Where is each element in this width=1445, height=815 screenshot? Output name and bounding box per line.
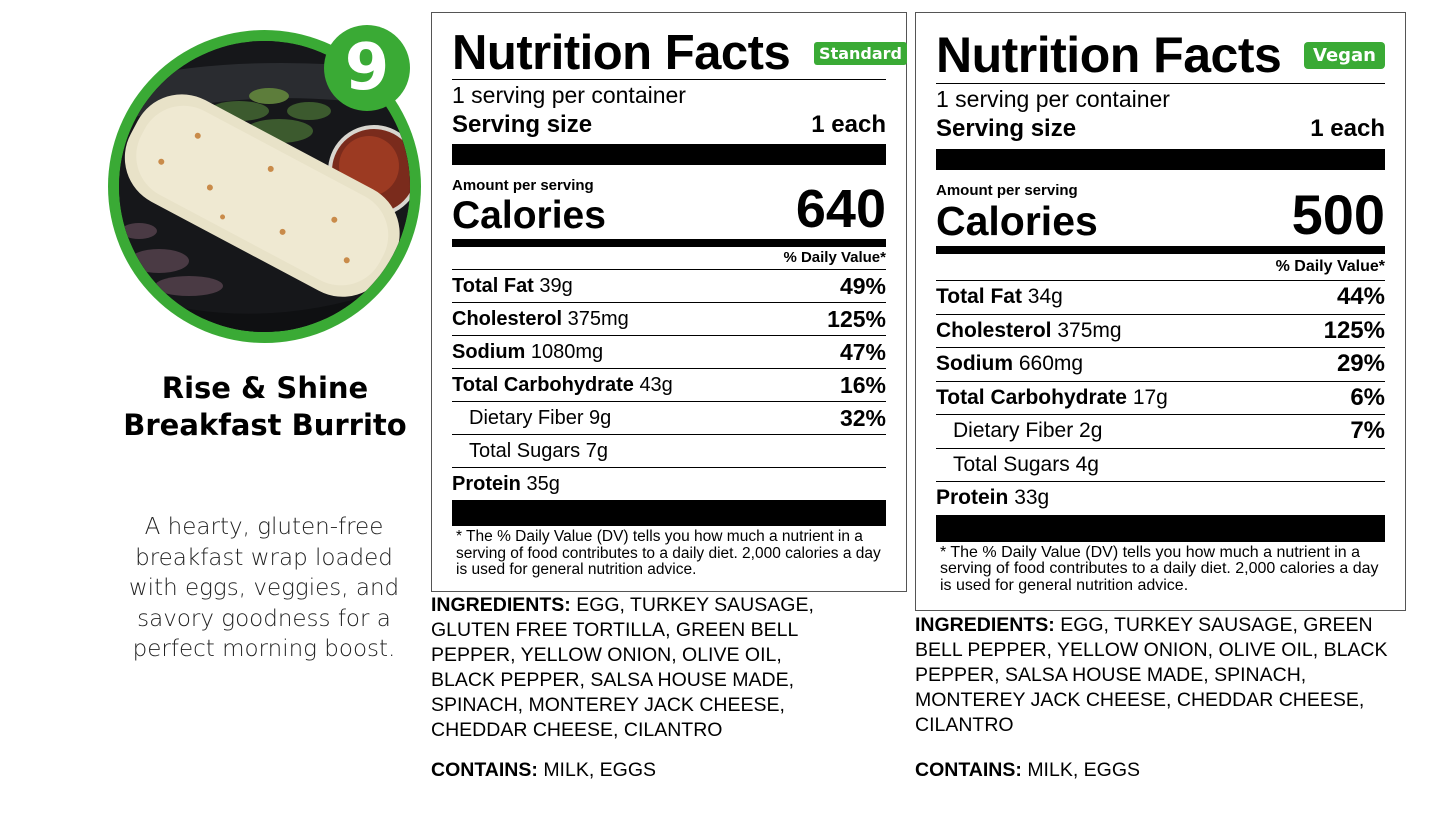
ingredients-label: INGREDIENTS: [431,594,571,616]
amount-per-serving: Amount per serving [452,177,594,194]
contains-list: MILK, EGGS [1027,759,1141,781]
calories-label: Calories [452,194,606,237]
nutrient-row-protein: Protein 33g [936,486,1050,510]
nutrient-row-sodium: Sodium 1080mg 47% [452,336,886,369]
nutrient-row-total-fat: Total Fat 39g 49% [452,270,886,303]
ingredients-vegan: INGREDIENTS: EGG, TURKEY SAUSAGE, GREEN … [915,613,1395,738]
nutrient-row-cholesterol: Cholesterol 375mg 125% [936,315,1385,348]
nutrient-row-dietary-fiber: Dietary Fiber 2g 7% [936,415,1385,449]
daily-value-header: % Daily Value* [452,247,886,270]
product-description: A hearty, gluten-free breakfast wrap loa… [128,514,400,662]
calories-row: Calories 640 [452,182,886,237]
nutrient-dv: 29% [1336,350,1385,378]
variant-tag: Vegan [1304,41,1385,69]
nutrient-row-protein: Protein 35g [452,472,560,495]
serving-size-value: 1 each [1310,115,1385,142]
nutrition-label-standard: Nutrition Facts Standard 1 serving per c… [431,12,907,592]
thick-divider [452,144,886,165]
calories-row: Calories 500 [936,187,1385,244]
ingredients-standard: INGREDIENTS: EGG, TURKEY SAUSAGE, GLUTEN… [431,593,851,743]
contains-vegan: CONTAINS: MILK, EGGS [915,758,1140,783]
product-photo: 9 [108,25,421,343]
product-title: Rise & Shine Breakfast Burrito [95,370,435,444]
contains-standard: CONTAINS: MILK, EGGS [431,758,656,783]
nutrition-label-vegan: Nutrition Facts Vegan 1 serving per cont… [915,12,1406,611]
footer-divider [936,514,1385,542]
nutrient-row-sodium: Sodium 660mg 29% [936,348,1385,382]
medium-divider [452,239,886,247]
nutrient-dv: 44% [1336,283,1385,311]
contains-label: CONTAINS: [915,759,1022,781]
product-title-line2: Breakfast Burrito [123,408,407,442]
contains-list: MILK, EGGS [543,759,657,781]
nutrition-facts-title: Nutrition Facts [936,27,1282,83]
variant-tag: Standard [814,41,907,65]
ingredients-label: INGREDIENTS: [915,614,1055,636]
ingredients-list: EGG, TURKEY SAUSAGE, GLUTEN FREE TORTILL… [431,594,814,741]
calories-value: 640 [795,179,886,239]
nutrient-dv: 47% [839,338,886,365]
nutrient-dv: 125% [1323,316,1385,344]
nutrient-row-total-sugars: Total Sugars 7g [452,435,886,468]
thick-divider [936,149,1385,170]
ingredients-list: EGG, TURKEY SAUSAGE, GREEN BELL PEPPER, … [915,614,1388,736]
nutrient-row-cholesterol: Cholesterol 375mg 125% [452,303,886,336]
burrito-illustration [119,41,410,332]
calories-value: 500 [1291,183,1385,246]
contains-label: CONTAINS: [431,759,538,781]
nutrient-dv: 6% [1350,383,1385,411]
serving-size-value: 1 each [811,111,886,138]
product-number-badge: 9 [324,25,410,111]
servings-per-container: 1 serving per container [936,86,1170,112]
serving-size-label: Serving size [452,111,593,138]
nutrition-facts-title: Nutrition Facts [452,26,791,80]
footer-divider [452,500,886,526]
medium-divider [936,246,1385,254]
daily-value-footnote: * The % Daily Value (DV) tells you how m… [940,543,1379,594]
nutrient-dv: 49% [839,272,886,299]
nutrient-dv: 7% [1350,417,1385,445]
nutrient-row-total-carbohydrate: Total Carbohydrate 43g 16% [452,369,886,402]
nutrient-row-total-sugars: Total Sugars 4g [936,449,1385,482]
servings-per-container: 1 serving per container [452,82,686,108]
product-title-line1: Rise & Shine [161,371,369,405]
daily-value-header: % Daily Value* [936,254,1385,281]
nutrient-dv: 16% [839,371,886,398]
nutrient-dv: 125% [827,305,886,332]
nutrient-row-total-carbohydrate: Total Carbohydrate 17g 6% [936,382,1385,415]
nutrient-dv: 32% [839,404,886,431]
nutrient-row-total-fat: Total Fat 34g 44% [936,281,1385,315]
calories-label: Calories [936,198,1098,244]
daily-value-footnote: * The % Daily Value (DV) tells you how m… [456,528,881,578]
serving-size-row: Serving size 1 each [452,110,886,140]
serving-size-row: Serving size 1 each [936,114,1385,144]
nutrient-row-dietary-fiber: Dietary Fiber 9g 32% [452,402,886,435]
serving-size-label: Serving size [936,115,1077,142]
amount-per-serving: Amount per serving [936,182,1078,199]
